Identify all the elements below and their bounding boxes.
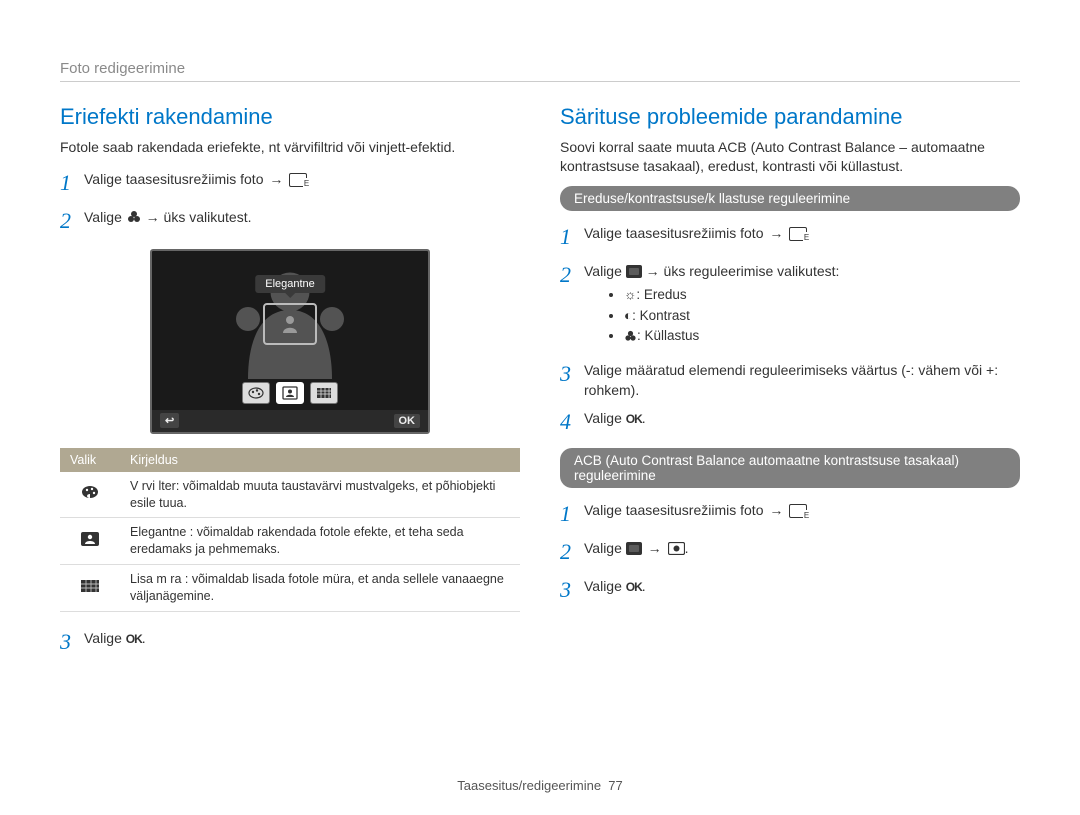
- step-number: 2: [60, 205, 84, 237]
- ok-icon: OK: [626, 580, 642, 594]
- r1-step-2: 2 Valige → üks reguleerimise valikutest:…: [560, 259, 1020, 352]
- left-heading: Eriefekti rakendamine: [60, 104, 520, 130]
- toolbar-palette-icon[interactable]: [242, 382, 270, 404]
- list-item: ◐: Kontrast: [624, 306, 1020, 326]
- step-text: Valige: [584, 578, 626, 594]
- step-number: 3: [560, 574, 584, 606]
- adjust-icon: [626, 265, 642, 278]
- step-number: 4: [560, 406, 584, 438]
- r2-step-2: 2 Valige → .: [560, 536, 1020, 568]
- tooltip-label: Elegantne: [255, 275, 325, 293]
- camera-screen-mock: Elegantne ↩ OK: [150, 249, 430, 434]
- arrow-icon: →: [648, 538, 662, 558]
- step-number: 1: [560, 221, 584, 253]
- breadcrumb: Foto redigeerimine: [60, 60, 1020, 82]
- table-desc: Elegantne : võimaldab rakendada fotole e…: [120, 518, 520, 565]
- footer-label: Taasesitus/redigeerimine: [457, 778, 601, 793]
- step-number: 3: [60, 626, 84, 658]
- grid-icon: [80, 582, 100, 596]
- step-text: Valige: [84, 630, 126, 646]
- toolbar-grid-icon[interactable]: [310, 382, 338, 404]
- center-frame-icon: [263, 303, 317, 345]
- screen-back-button[interactable]: ↩: [160, 413, 179, 428]
- step-number: 3: [560, 358, 584, 390]
- step-text-post: → üks valikutest.: [146, 209, 252, 225]
- saturation-icon: [624, 328, 637, 343]
- palette-icon: [80, 488, 100, 502]
- r1-step-3: 3 Valige määratud elemendi reguleerimise…: [560, 358, 1020, 401]
- page-footer: Taasesitus/redigeerimine 77: [0, 778, 1080, 793]
- sub-label: : Eredus: [636, 287, 686, 302]
- table-header-desc: Kirjeldus: [120, 448, 520, 472]
- effect-toolbar: [242, 382, 338, 404]
- step-number: 2: [560, 259, 584, 291]
- arrow-icon: →: [769, 223, 783, 243]
- sub-label: : Küllastus: [637, 328, 699, 343]
- ok-icon: OK: [126, 632, 142, 646]
- step-text: Valige: [584, 263, 626, 279]
- arrow-icon: →: [269, 169, 283, 189]
- r1-step-4: 4 Valige OK.: [560, 406, 1020, 438]
- edit-photo-icon: [289, 173, 307, 187]
- pill-acb: ACB (Auto Contrast Balance automaatne ko…: [560, 448, 1020, 488]
- list-item: ☼: Eredus: [624, 285, 1020, 305]
- sub-options-list: ☼: Eredus ◐: Kontrast : Küllastus: [584, 285, 1020, 346]
- right-intro: Soovi korral saate muuta ACB (Auto Contr…: [560, 138, 1020, 176]
- edit-photo-icon: [789, 504, 807, 518]
- left-step-2: 2 Valige → üks valikutest.: [60, 205, 520, 237]
- adjust-icon: [626, 542, 642, 555]
- step-number: 2: [560, 536, 584, 568]
- r1-step-1: 1 Valige taasesitusrežiimis foto → .: [560, 221, 1020, 253]
- arrow-icon: →: [769, 500, 783, 520]
- table-row: Lisa m ra : võimaldab lisada fotole müra…: [60, 565, 520, 612]
- sub-label: : Kontrast: [632, 308, 690, 323]
- table-row: V rvi lter: võimaldab muuta taustavärvi …: [60, 472, 520, 518]
- contrast-icon: ◐: [624, 308, 632, 323]
- effects-icon: [126, 209, 142, 229]
- acb-icon: [668, 540, 685, 560]
- r2-step-3: 3 Valige OK.: [560, 574, 1020, 606]
- step-text-post: → üks reguleerimise valikutest:: [646, 263, 840, 279]
- right-heading: Särituse probleemide parandamine: [560, 104, 1020, 130]
- step-number: 1: [60, 167, 84, 199]
- screen-ok-button[interactable]: OK: [394, 414, 421, 428]
- table-desc: V rvi lter: võimaldab muuta taustavärvi …: [120, 472, 520, 518]
- brightness-icon: ☼: [624, 287, 636, 302]
- step-text: Valige: [584, 410, 626, 426]
- edit-photo-icon: [789, 227, 807, 241]
- step-number: 1: [560, 498, 584, 530]
- footer-page-number: 77: [608, 778, 622, 793]
- frame-icon: [80, 536, 100, 550]
- ok-icon: OK: [626, 412, 642, 426]
- step-text: Valige: [584, 540, 626, 556]
- options-table: Valik Kirjeldus V rvi lter: võimaldab mu…: [60, 448, 520, 612]
- table-header-option: Valik: [60, 448, 120, 472]
- left-step-3: 3 Valige OK.: [60, 626, 520, 658]
- pill-brightness: Ereduse/kontrastsuse/k llastuse reguleer…: [560, 186, 1020, 211]
- step-text: Valige: [84, 209, 126, 225]
- left-column: Eriefekti rakendamine Fotole saab rakend…: [60, 104, 520, 664]
- step-text: Valige taasesitusrežiimis foto: [84, 171, 267, 187]
- left-intro: Fotole saab rakendada eriefekte, nt värv…: [60, 138, 520, 157]
- step-text: Valige määratud elemendi reguleerimiseks…: [584, 358, 1020, 401]
- table-row: Elegantne : võimaldab rakendada fotole e…: [60, 518, 520, 565]
- toolbar-frame-icon[interactable]: [276, 382, 304, 404]
- step-text: Valige taasesitusrežiimis foto: [584, 225, 767, 241]
- right-column: Särituse probleemide parandamine Soovi k…: [560, 104, 1020, 664]
- r2-step-1: 1 Valige taasesitusrežiimis foto → .: [560, 498, 1020, 530]
- table-desc: Lisa m ra : võimaldab lisada fotole müra…: [120, 565, 520, 612]
- step-text: Valige taasesitusrežiimis foto: [584, 502, 767, 518]
- left-step-1: 1 Valige taasesitusrežiimis foto → .: [60, 167, 520, 199]
- list-item: : Küllastus: [624, 326, 1020, 346]
